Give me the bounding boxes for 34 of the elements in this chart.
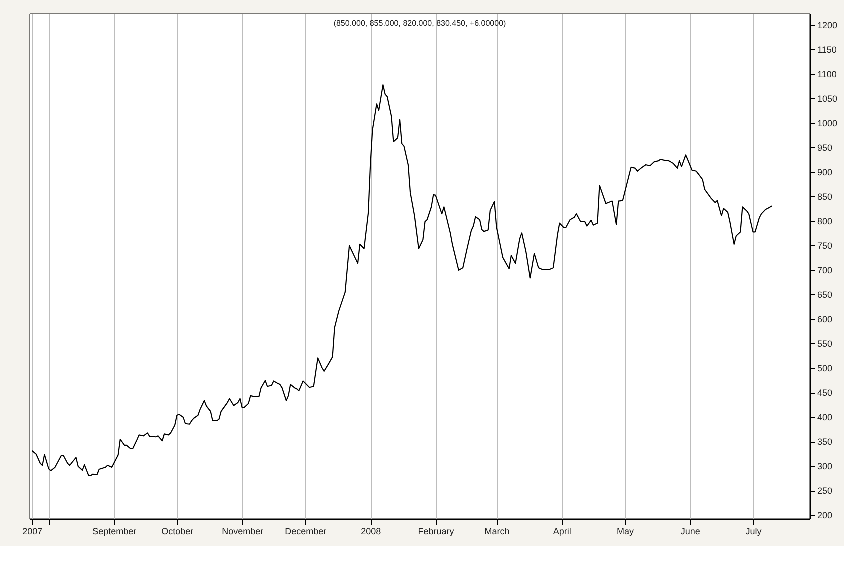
x-tick-label: November [222,526,264,536]
y-tick-label: 750 [818,240,833,251]
y-tick-label: 350 [818,437,833,448]
y-tick-label: 700 [818,265,833,276]
y-tick-label: 200 [818,510,833,521]
y-tick-label: 900 [818,167,833,178]
y-tick-label: 1150 [818,44,837,55]
x-tick-label: February [418,526,455,536]
x-tick-label: April [553,526,572,536]
y-tick-label: 850 [818,192,833,202]
x-tick-label: 2008 [361,526,382,536]
y-tick-label: 400 [818,412,833,423]
y-tick-label: 450 [818,388,833,398]
x-tick-label: May [616,526,634,536]
text: (850.000, 855.000, 820.000, 830.450, +6.00000) [334,19,507,28]
x-tick-label: September [92,526,137,536]
y-tick-label: 1000 [818,118,838,128]
y-tick-label: 650 [818,290,833,300]
x-tick-label: 2007 [22,526,43,536]
y-tick-label: 1100 [818,69,837,80]
x-tick-label: July [746,526,762,536]
y-tick-label: 800 [818,216,833,226]
y-tick-label: 500 [818,363,833,374]
y-tick-label: 600 [818,314,833,324]
y-tick-label: 1200 [818,20,838,30]
x-tick-label: October [162,526,194,536]
x-tick-label: December [285,526,327,536]
y-tick-label: 950 [818,142,833,153]
x-tick-label: June [680,526,700,536]
y-tick-label: 250 [818,486,833,496]
y-tick-label: 1050 [818,94,838,104]
y-tick-label: 300 [818,462,833,472]
y-tick-label: 550 [818,338,833,349]
x-tick-label: March [484,526,510,536]
